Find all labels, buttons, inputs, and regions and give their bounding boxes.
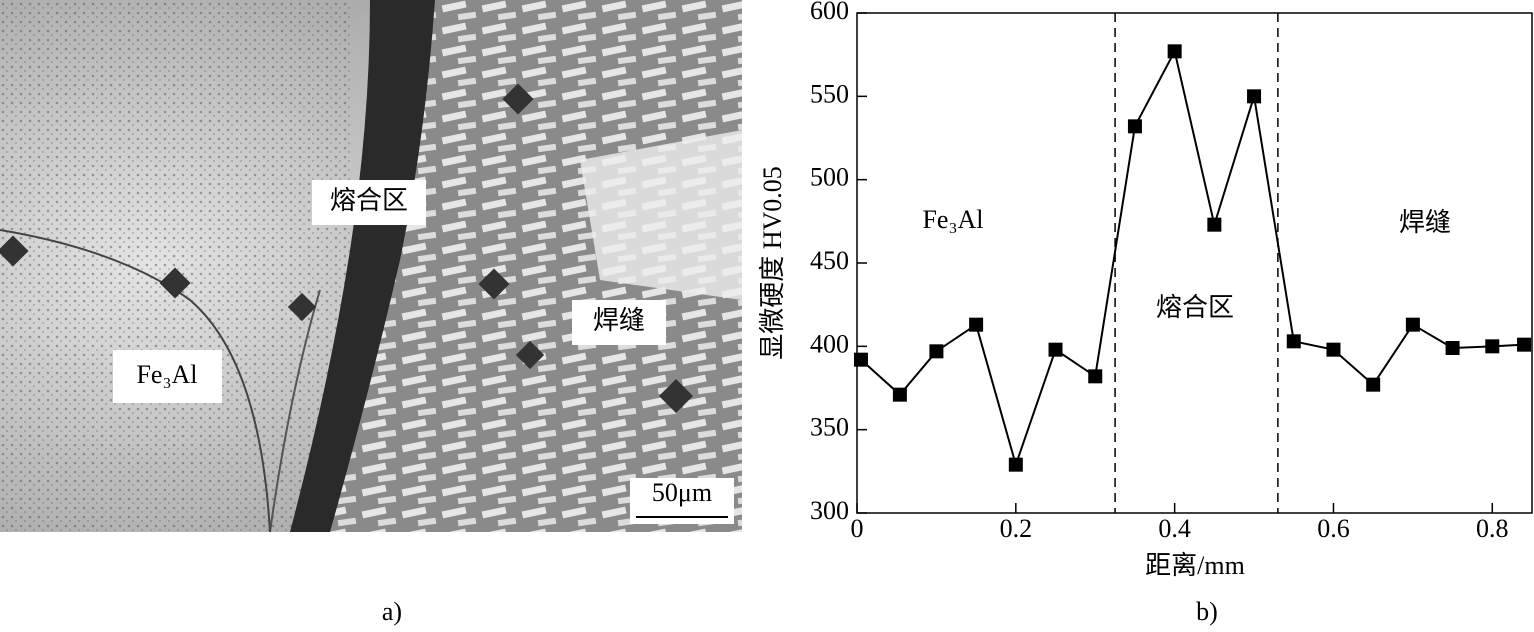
label-box [312, 180, 426, 225]
data-point [892, 387, 907, 402]
data-point [1286, 334, 1301, 349]
boundary [269, 289, 321, 533]
data-point [1207, 217, 1222, 232]
y-tick-label: 400 [810, 329, 849, 358]
caption: b) [1196, 597, 1218, 626]
y-tick-label: 550 [810, 79, 849, 108]
indent [159, 267, 191, 299]
x-axis-title: 距离/mm [1145, 551, 1245, 580]
label-box [572, 300, 666, 345]
data-point [969, 317, 984, 332]
data-point [1485, 339, 1500, 354]
data-point [1048, 342, 1063, 357]
data-point [929, 344, 944, 359]
x-tick-label: 0.8 [1476, 514, 1509, 543]
x-tick-label: 0 [851, 514, 864, 543]
zone-label: Fe₃Al [136, 360, 197, 389]
boundary [0, 229, 271, 533]
data-point [1366, 377, 1381, 392]
plot-frame [856, 12, 1533, 514]
x-tick-label: 0.4 [1158, 514, 1191, 543]
data-point [1008, 457, 1023, 472]
data-point [853, 352, 868, 367]
weld-region [330, 0, 742, 532]
fusion-band [290, 0, 435, 532]
indents [0, 83, 693, 413]
indent [287, 292, 317, 322]
annotation: 熔合区 [1156, 293, 1234, 322]
weld-light [580, 130, 742, 300]
data-point [1247, 89, 1262, 104]
indent [478, 268, 510, 300]
annotation: 焊缝 [1399, 208, 1451, 237]
zone-label: 熔合区 [330, 186, 408, 215]
data-point [1517, 337, 1532, 352]
annotation: Fe₃Al [922, 205, 983, 234]
data-point [1167, 44, 1182, 59]
y-tick-label: 500 [810, 163, 849, 192]
label-box [113, 350, 222, 403]
indent [659, 379, 693, 413]
indent [515, 340, 545, 370]
caption: a) [382, 597, 402, 626]
data-point [1127, 119, 1142, 134]
y-tick-label: 600 [810, 0, 849, 25]
y-tick-label: 450 [810, 246, 849, 275]
x-tick-label: 0.2 [1000, 514, 1033, 543]
series-line [860, 48, 1525, 469]
y-tick-label: 350 [810, 413, 849, 442]
data-point [1088, 369, 1103, 384]
data-point [1326, 342, 1341, 357]
indent [0, 235, 29, 267]
y-axis-title: 显微硬度 HV0.05 [758, 166, 787, 360]
micrograph: 熔合区 焊缝 Fe₃Al 50μm [0, 0, 742, 533]
scale-bar-label: 50μm [652, 478, 712, 507]
data-point [1445, 341, 1460, 355]
zone-label: 焊缝 [593, 306, 645, 335]
texture [0, 0, 350, 532]
x-tick-label: 0.6 [1317, 514, 1350, 543]
data-point [1405, 317, 1420, 332]
y-tick-label: 300 [810, 496, 849, 525]
